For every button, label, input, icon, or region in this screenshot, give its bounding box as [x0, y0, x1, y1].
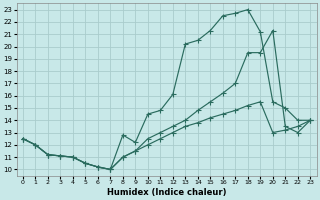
- X-axis label: Humidex (Indice chaleur): Humidex (Indice chaleur): [107, 188, 226, 197]
